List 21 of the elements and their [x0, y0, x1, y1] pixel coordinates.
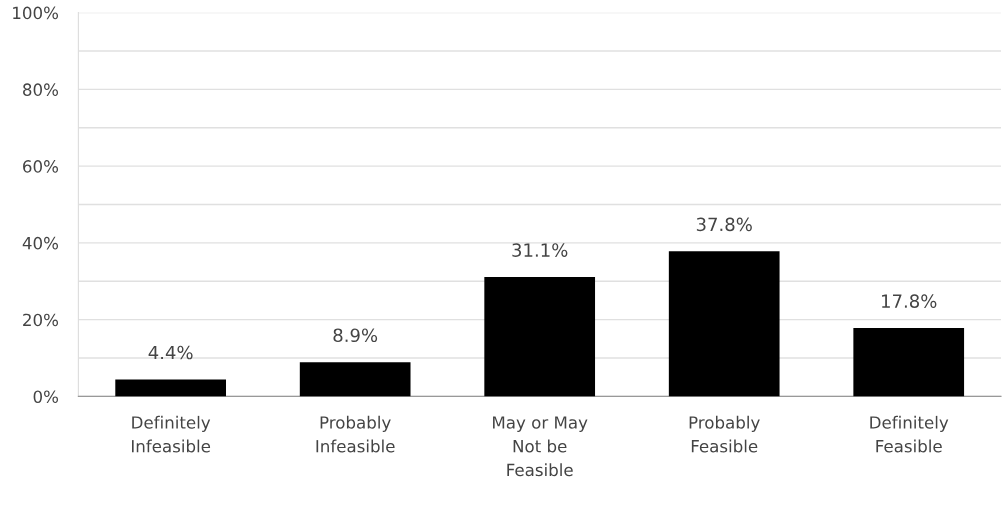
bar — [668, 251, 780, 397]
x-tick-label: Definitely Infeasible — [131, 415, 211, 453]
y-tick-label: 20% — [23, 313, 59, 327]
bar — [853, 328, 965, 397]
y-tick-label: 80% — [23, 83, 59, 96]
y-tick-label: 0% — [33, 390, 59, 403]
x-tick-label: May or May Not be Feasible — [493, 416, 588, 477]
y-tick-label: 40% — [22, 236, 59, 250]
data-label: 31.1% — [512, 243, 568, 257]
bar — [484, 277, 596, 397]
x-tick-label: Probably Feasible — [689, 415, 760, 453]
data-label: 37.8% — [696, 217, 752, 232]
data-label: 17.8% — [882, 294, 937, 308]
bar — [299, 362, 411, 397]
y-tick-label: 100% — [13, 6, 59, 20]
y-tick-label: 60% — [23, 160, 59, 173]
data-label: 8.9% — [333, 328, 378, 343]
x-tick-label: Definitely Feasible — [870, 415, 949, 453]
data-label: 4.4% — [148, 345, 193, 360]
bar — [115, 379, 226, 397]
x-tick-label: Probably Infeasible — [316, 415, 395, 453]
